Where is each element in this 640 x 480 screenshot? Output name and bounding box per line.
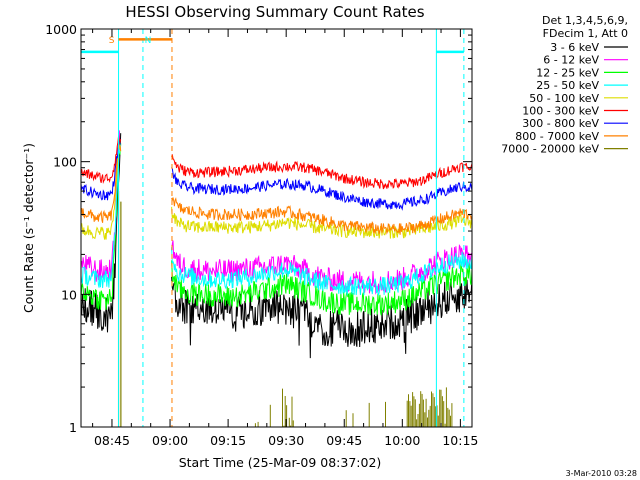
legend-label: 25 - 50 keV	[536, 79, 599, 92]
legend-label: 800 - 7000 keV	[515, 130, 599, 143]
y-tick-label: 10	[61, 287, 77, 302]
legend-label: 50 - 100 keV	[529, 92, 599, 105]
legend-header-line-1: Det 1,3,4,5,6,9,	[542, 14, 628, 27]
x-tick-label: 10:00	[384, 433, 420, 448]
x-tick-label: 09:00	[152, 433, 188, 448]
series-line-300-800-kev	[80, 139, 473, 211]
series-line-100-300-kev	[80, 135, 473, 190]
y-tick-label: 1000	[45, 22, 77, 37]
annotation-label: N	[145, 36, 152, 46]
series-layer	[80, 130, 473, 427]
legend-label: 3 - 6 keV	[550, 41, 599, 54]
legend-header-line-2: FDecim 1, Att 0	[543, 27, 628, 40]
series-line-3-6-kev	[80, 133, 473, 359]
legend-label: 300 - 800 keV	[522, 117, 599, 130]
axes-layer: 08:45 09:00 09:15 09:30 09:45 10:00 10:15 1 10 10…	[45, 22, 478, 448]
y-tick-label: 100	[53, 155, 77, 170]
annotation-label: S	[109, 36, 115, 46]
x-tick-label: 10:15	[442, 433, 478, 448]
series-line-25-50-kev	[80, 144, 473, 297]
legend-label: 6 - 12 keV	[543, 54, 599, 67]
legend-label: 7000 - 20000 keV	[501, 143, 599, 156]
x-tick-label: 09:15	[210, 433, 246, 448]
generation-timestamp: 3-Mar-2010 03:28	[566, 469, 637, 478]
plot-frame	[80, 28, 473, 428]
series-line-800-7000-kev	[80, 141, 473, 235]
legend-label: 100 - 300 keV	[522, 105, 599, 118]
y-tick-label: 1	[69, 420, 77, 435]
legend-label: 12 - 25 keV	[536, 66, 599, 79]
chart-title: HESSI Observing Summary Count Rates	[125, 3, 424, 21]
x-tick-label: 09:45	[326, 433, 362, 448]
y-axis-label: Count Rate (s⁻¹ detector⁻¹)	[21, 143, 36, 313]
series-line-50-100-kev	[80, 144, 473, 240]
x-axis-label: Start Time (25-Mar-09 08:37:02)	[179, 455, 382, 470]
x-tick-label: 09:30	[268, 433, 304, 448]
x-tick-label: 08:45	[94, 433, 130, 448]
series-line-6-12-kev	[80, 130, 473, 295]
